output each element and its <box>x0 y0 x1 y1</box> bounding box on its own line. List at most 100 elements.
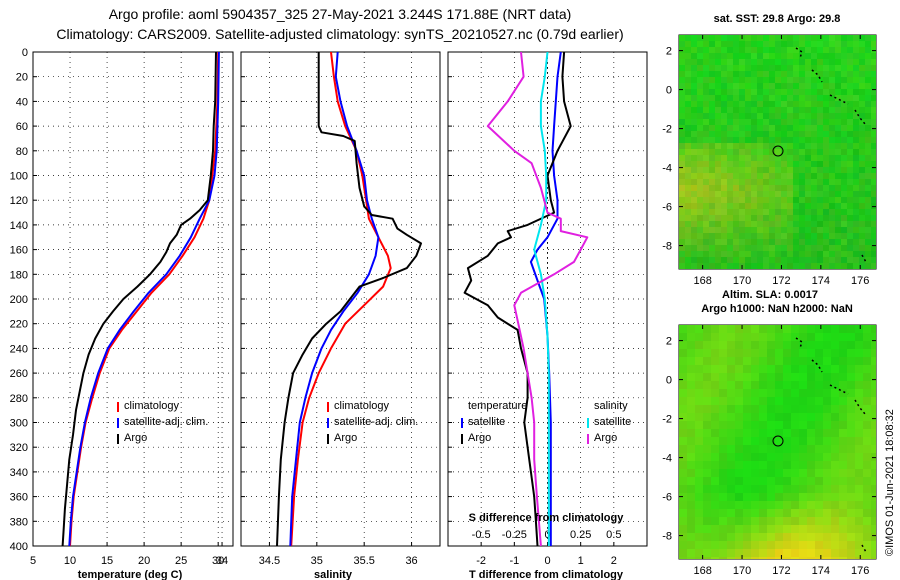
sst-cell <box>817 191 823 197</box>
sst-cell <box>841 161 847 167</box>
sla-cell <box>719 477 727 485</box>
sst-cell <box>739 227 745 233</box>
sla-cell <box>759 341 767 349</box>
sla-cell <box>775 477 783 485</box>
sst-cell <box>703 113 709 119</box>
sla-cell <box>799 501 807 509</box>
sla-cell <box>759 541 767 549</box>
sst-cell <box>733 179 739 185</box>
depth-tick-label: 200 <box>10 294 28 306</box>
sla-cell <box>727 405 735 413</box>
sst-cell <box>799 137 805 143</box>
sst-cell <box>865 155 871 161</box>
sst-cell <box>697 191 703 197</box>
sla-cell <box>791 333 799 341</box>
sla-cell <box>751 365 759 373</box>
sst-cell <box>853 47 859 53</box>
sla-cell <box>775 445 783 453</box>
sst-cell <box>697 257 703 263</box>
sst-cell <box>841 197 847 203</box>
sst-cell <box>679 83 685 89</box>
sst-cell <box>793 101 799 107</box>
depth-tick-label: 60 <box>16 121 28 133</box>
sst-cell <box>709 131 715 137</box>
sst-cell <box>817 227 823 233</box>
sst-cell <box>691 185 697 191</box>
sst-cell <box>727 191 733 197</box>
sla-cell <box>751 413 759 421</box>
sst-cell <box>769 53 775 59</box>
sst-cell <box>793 191 799 197</box>
sst-cell <box>739 125 745 131</box>
sla-cell <box>871 509 876 517</box>
sst-cell <box>691 233 697 239</box>
sst-cell <box>799 119 805 125</box>
sst-cell <box>751 137 757 143</box>
sst-cell <box>709 233 715 239</box>
sst-cell <box>757 53 763 59</box>
sla-cell <box>855 325 863 333</box>
sla-cell <box>743 413 751 421</box>
difference-xlabel: T difference from climatology <box>469 569 624 580</box>
sla-cell <box>751 397 759 405</box>
sla-cell <box>679 333 687 341</box>
sst-cell <box>769 125 775 131</box>
sst-cell <box>697 239 703 245</box>
sst-cell <box>799 185 805 191</box>
sst-cell <box>823 263 829 269</box>
sst-cell <box>775 155 781 161</box>
difference-legend: temperature satellite Argo salinity sate… <box>461 400 631 444</box>
legend-label-argo: Argo <box>124 432 147 444</box>
sla-cell <box>767 429 775 437</box>
temperature-legend: climatology satellite-adj. clim. Argo <box>117 400 208 444</box>
sla-cell <box>751 373 759 381</box>
sla-cell <box>687 533 695 541</box>
sst-cell <box>835 179 841 185</box>
coastline <box>795 337 803 349</box>
sla-cell <box>703 389 711 397</box>
sst-cell <box>865 35 871 41</box>
sst-cell <box>781 119 787 125</box>
sla-cell <box>783 381 791 389</box>
sst-cell <box>853 83 859 89</box>
sst-cell <box>685 239 691 245</box>
sst-cell <box>727 203 733 209</box>
sst-cell <box>751 245 757 251</box>
sst-cell <box>763 239 769 245</box>
sst-cell <box>709 77 715 83</box>
sla-cell <box>807 557 815 559</box>
sst-cell <box>691 209 697 215</box>
sst-cell <box>721 65 727 71</box>
sst-cell <box>733 173 739 179</box>
sla-cell <box>751 461 759 469</box>
sst-cell <box>847 95 853 101</box>
sst-cell <box>775 209 781 215</box>
sla-cell <box>759 461 767 469</box>
sla-cell <box>751 381 759 389</box>
sst-cell <box>697 95 703 101</box>
depth-tick-label: 360 <box>10 492 28 504</box>
sla-cell <box>767 325 775 333</box>
map-lat-label: -2 <box>662 124 672 136</box>
sst-cell <box>829 239 835 245</box>
sst-cell <box>811 173 817 179</box>
sst-cell <box>847 137 853 143</box>
sst-cell <box>799 203 805 209</box>
sst-cell <box>817 101 823 107</box>
sla-cell <box>783 445 791 453</box>
sst-cell <box>703 179 709 185</box>
sst-cell <box>727 143 733 149</box>
sst-cell <box>685 89 691 95</box>
sla-cell <box>687 405 695 413</box>
sst-cell <box>679 125 685 131</box>
sst-cell <box>739 143 745 149</box>
sst-cell <box>817 233 823 239</box>
sst-cell <box>739 59 745 65</box>
sst-cell <box>763 215 769 221</box>
sst-cell <box>769 191 775 197</box>
sst-cell <box>865 185 871 191</box>
sla-cell <box>783 557 791 559</box>
sst-cell <box>799 77 805 83</box>
sst-cell <box>697 215 703 221</box>
sst-cell <box>841 47 847 53</box>
